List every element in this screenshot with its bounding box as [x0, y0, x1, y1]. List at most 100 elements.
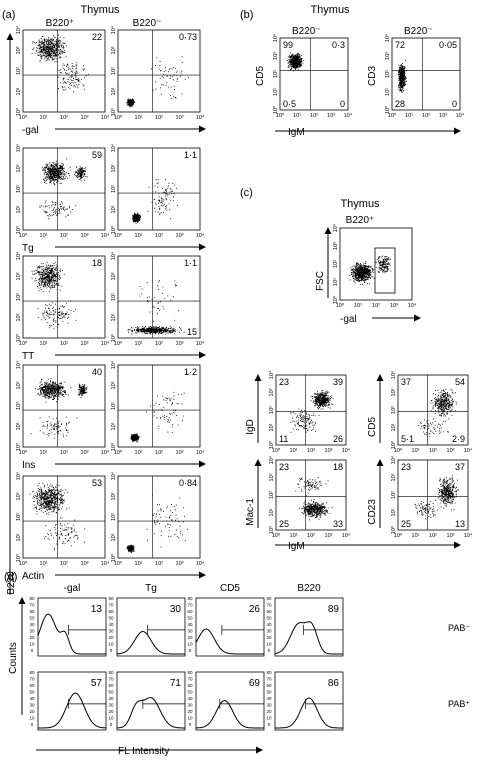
x-tick-label: 10⁰ — [114, 340, 123, 347]
x-tick-label: 10⁰ — [19, 340, 28, 347]
panel-d-label: (d) — [4, 571, 17, 583]
x-tick-label: 10⁴ — [196, 560, 205, 567]
y-tick-label: 10³ — [385, 52, 391, 60]
x-tick-label: 10¹ — [135, 233, 143, 239]
y-tick-label: 10² — [269, 491, 275, 499]
column-header: B220⁻ — [292, 26, 321, 37]
y-tick-label: 10⁴ — [390, 455, 397, 464]
plot-frame — [117, 364, 201, 448]
y-tick-label: 70 — [187, 677, 193, 682]
y-tick-label: 10⁴ — [15, 471, 22, 480]
histogram-curve — [116, 630, 185, 655]
x-tick-label: 10⁰ — [394, 532, 403, 539]
y-tick-label: 70 — [108, 603, 114, 608]
plot-frame — [22, 475, 106, 559]
y-tick-label: 10⁰ — [390, 525, 397, 534]
panel-c-plot: 10⁰ 10¹ 10² 10³ 10⁴ 10⁰ 10¹ 10² 10³ 10⁴ 39 23 11 26 Ig… — [245, 370, 351, 454]
y-tick-label: 10⁴ — [268, 455, 275, 464]
quadrant-value-lower-right: 15 — [187, 327, 197, 337]
event-dots — [127, 280, 185, 335]
y-tick-label: 30 — [266, 629, 272, 634]
y-tick-label: 40 — [108, 696, 114, 701]
y-tick-label: 20 — [108, 635, 114, 640]
y-tick-label: 10⁴ — [268, 370, 275, 379]
histogram-curve — [117, 697, 185, 729]
y-tick-label: 60 — [108, 609, 114, 614]
y-tick-label: 20 — [108, 709, 114, 714]
dot-plot-b220-pos: 10⁰ 10¹ 10² 10³ 10⁴ 10⁰ 10¹ 10² 10³ 10⁴ 40 — [15, 360, 110, 456]
panel-b-plot: B220⁻ 10⁰ 10¹ 10² 10³ 10⁴ 10⁰ 10¹ 10² 10³ 10⁴ 0·3 99… — [255, 26, 353, 119]
quadrant-value-lower-left: 0·5 — [283, 99, 296, 109]
x-tick-label: 10² — [155, 233, 163, 239]
x-tick-label: 10⁴ — [342, 447, 351, 454]
y-tick-label: 0 — [268, 648, 271, 653]
y-tick-label: 10¹ — [333, 278, 339, 286]
x-tick-label: 10⁰ — [19, 114, 28, 121]
event-dots — [397, 60, 408, 93]
y-tick-label: 10⁰ — [110, 107, 117, 116]
y-tick-label: 10¹ — [273, 88, 279, 96]
y-tick-label: 10³ — [16, 46, 22, 54]
y-tick-label: 70 — [29, 677, 35, 682]
y-tick-label: 70 — [29, 603, 35, 608]
panel-d-row-label-neg: PAB⁻ — [448, 623, 470, 633]
x-tick-label: 10² — [155, 115, 163, 121]
dot-plot-b220-neg: 10⁰ 10¹ 10² 10³ 10⁴ 10⁰ 10¹ 10² 10³ 10⁴ 1·1 15 — [110, 251, 205, 347]
x-tick-label: 10³ — [447, 533, 455, 539]
y-tick-label: 0 — [31, 648, 34, 653]
y-tick-label: 10² — [111, 402, 117, 410]
panel-b-plots: B220⁻ 10⁰ 10¹ 10² 10³ 10⁴ 10⁰ 10¹ 10² 10³ 10⁴ 0·3 99… — [255, 26, 465, 119]
gate-y-axis-label: FSC — [315, 271, 326, 291]
y-tick-label: 10 — [266, 716, 272, 721]
plot-frame — [275, 459, 347, 531]
x-tick-label: 10¹ — [412, 533, 420, 539]
x-tick-label: 10⁰ — [394, 447, 403, 454]
panel-c-subtitle: B220⁺ — [346, 215, 375, 226]
x-tick-label: 10³ — [81, 561, 89, 567]
y-tick-label: 30 — [187, 703, 193, 708]
event-dots — [349, 255, 392, 285]
y-tick-label: 20 — [266, 709, 272, 714]
y-tick-label: 10² — [391, 491, 397, 499]
y-tick-label: 10³ — [111, 272, 117, 280]
gate-x-axis-label: -gal — [340, 314, 357, 325]
dot-plot-b220-neg: 10⁰ 10¹ 10² 10³ 10⁴ 10⁰ 10¹ 10² 10³ 10⁴ 0·84 — [110, 471, 205, 567]
x-tick-label: 10³ — [81, 233, 89, 239]
x-axis-label: Ins — [22, 460, 35, 471]
event-dots — [132, 179, 178, 224]
panel-a: (a) Thymus B220⁺ B220⁻ B220 10⁰ 10¹ 10² 10³… — [2, 4, 206, 595]
y-tick-label: 10¹ — [111, 205, 117, 213]
x-tick-label: 10³ — [176, 341, 184, 347]
x-tick-label: 10³ — [447, 448, 455, 454]
y-tick-label: 10² — [16, 185, 22, 193]
y-tick-label: 0 — [189, 722, 192, 727]
y-tick-label: 10² — [111, 185, 117, 193]
x-tick-label: 10⁰ — [19, 449, 28, 456]
x-tick-label: 10⁰ — [388, 112, 397, 119]
panel-c: (c) Thymus B220⁺ 10⁰ 10¹ 10² 10³ 10⁴10⁰10¹10… — [240, 187, 473, 552]
histogram-frame — [195, 671, 265, 731]
y-tick-label: 50 — [187, 690, 193, 695]
y-tick-label: 40 — [29, 696, 35, 701]
y-axis-label: CD3 — [367, 66, 378, 86]
y-tick-label: 10⁴ — [110, 471, 117, 480]
y-tick-label: 10³ — [16, 492, 22, 500]
histogram-frame — [37, 597, 107, 657]
x-tick-label: 10⁰ — [272, 532, 281, 539]
y-tick-label: 10¹ — [16, 205, 22, 213]
event-dots — [31, 261, 77, 330]
x-tick-label: 10⁴ — [101, 449, 110, 456]
x-tick-label: 10² — [372, 303, 380, 309]
y-tick-label: 10² — [16, 402, 22, 410]
y-tick-label: 20 — [187, 709, 193, 714]
y-tick-label: 40 — [29, 622, 35, 627]
event-dots — [295, 477, 333, 521]
y-tick-label: 10² — [16, 293, 22, 301]
y-tick-label: 10² — [16, 513, 22, 521]
y-tick-label: 10¹ — [111, 422, 117, 430]
quadrant-value-upper-right: 0·3 — [332, 40, 345, 50]
